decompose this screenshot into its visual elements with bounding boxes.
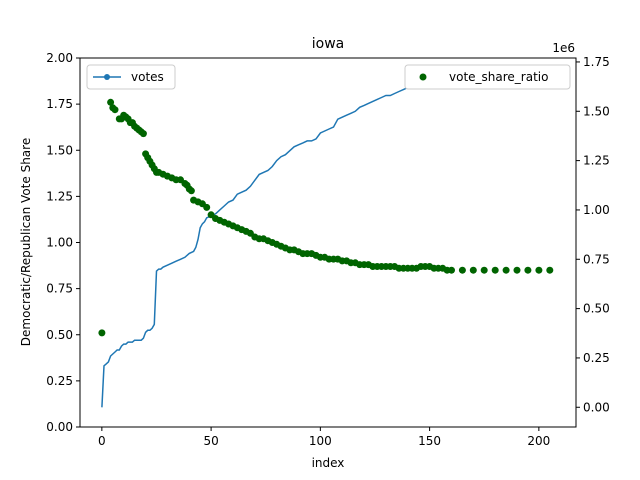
vote-share-ratio-point (187, 187, 195, 195)
legend-right-label: vote_share_ratio (449, 70, 548, 84)
vote-share-ratio-point (524, 266, 532, 274)
x-tick-label: 150 (418, 434, 441, 448)
y-right-tick-label: 1.00 (583, 203, 610, 217)
vote-share-ratio-point (139, 130, 147, 138)
vote-share-ratio-point (458, 266, 466, 274)
y-left-tick-label: 1.75 (46, 97, 73, 111)
legend-right-marker-swatch (419, 73, 427, 81)
right-axis: 0.00 0.25 0.50 0.75 1.00 1.25 1.50 1.75 (576, 55, 610, 414)
y-left-tick-label: 0.75 (46, 282, 73, 296)
right-axis-offset-text: 1e6 (552, 41, 575, 55)
legend-left-label: votes (131, 70, 164, 84)
y-right-tick-label: 1.75 (583, 55, 610, 69)
y-right-tick-label: 0.50 (583, 302, 610, 316)
legend-left-marker-swatch (104, 74, 110, 80)
y-left-tick-label: 0.25 (46, 374, 73, 388)
vote-share-ratio-point (448, 266, 455, 274)
legend-right: vote_share_ratio (404, 64, 571, 90)
y-axis-title-left: Democratic/Republican Vote Share (19, 138, 33, 346)
legend-left-box (86, 64, 176, 90)
x-tick-label: 100 (309, 434, 332, 448)
bottom-axis: 0 50 100 150 200 (98, 427, 550, 448)
x-tick-label: 0 (98, 434, 106, 448)
y-left-tick-label: 0.50 (46, 328, 73, 342)
legend-left: votes (86, 64, 176, 90)
y-left-tick-label: 1.50 (46, 143, 73, 157)
chart-title: iowa (312, 36, 344, 52)
y-left-tick-label: 2.00 (46, 51, 73, 65)
vote-share-ratio-point (111, 106, 119, 114)
vote-share-ratio-point (480, 266, 488, 274)
y-right-tick-label: 1.25 (583, 154, 610, 168)
x-tick-label: 200 (527, 434, 550, 448)
vote-share-ratio-point (513, 266, 521, 274)
y-right-tick-label: 1.50 (583, 104, 610, 118)
x-axis-title: index (312, 456, 345, 470)
legend-right-box (404, 64, 571, 90)
y-left-tick-label: 1.25 (46, 189, 73, 203)
left-axis: 0.00 0.25 0.50 0.75 1.00 1.25 1.50 1.75 2.00 (46, 51, 80, 434)
y-right-tick-label: 0.75 (583, 252, 610, 266)
vote-share-ratio-point (98, 329, 106, 337)
y-left-tick-label: 0.00 (46, 420, 73, 434)
plot-area (98, 69, 555, 408)
y-right-tick-label: 0.00 (583, 400, 610, 414)
votes-series-line (101, 69, 555, 408)
vote-share-ratio-point (469, 266, 477, 274)
vote-share-ratio-point (203, 203, 211, 211)
vote-share-ratio-point (502, 266, 510, 274)
vote-share-ratio-point (107, 98, 115, 106)
x-tick-label: 50 (203, 434, 218, 448)
y-right-tick-label: 0.25 (583, 351, 610, 365)
vote-share-ratio-point (491, 266, 499, 274)
vote-share-ratio-point (535, 266, 543, 274)
vote-share-ratio-point (546, 266, 554, 274)
y-left-tick-label: 1.00 (46, 236, 73, 250)
